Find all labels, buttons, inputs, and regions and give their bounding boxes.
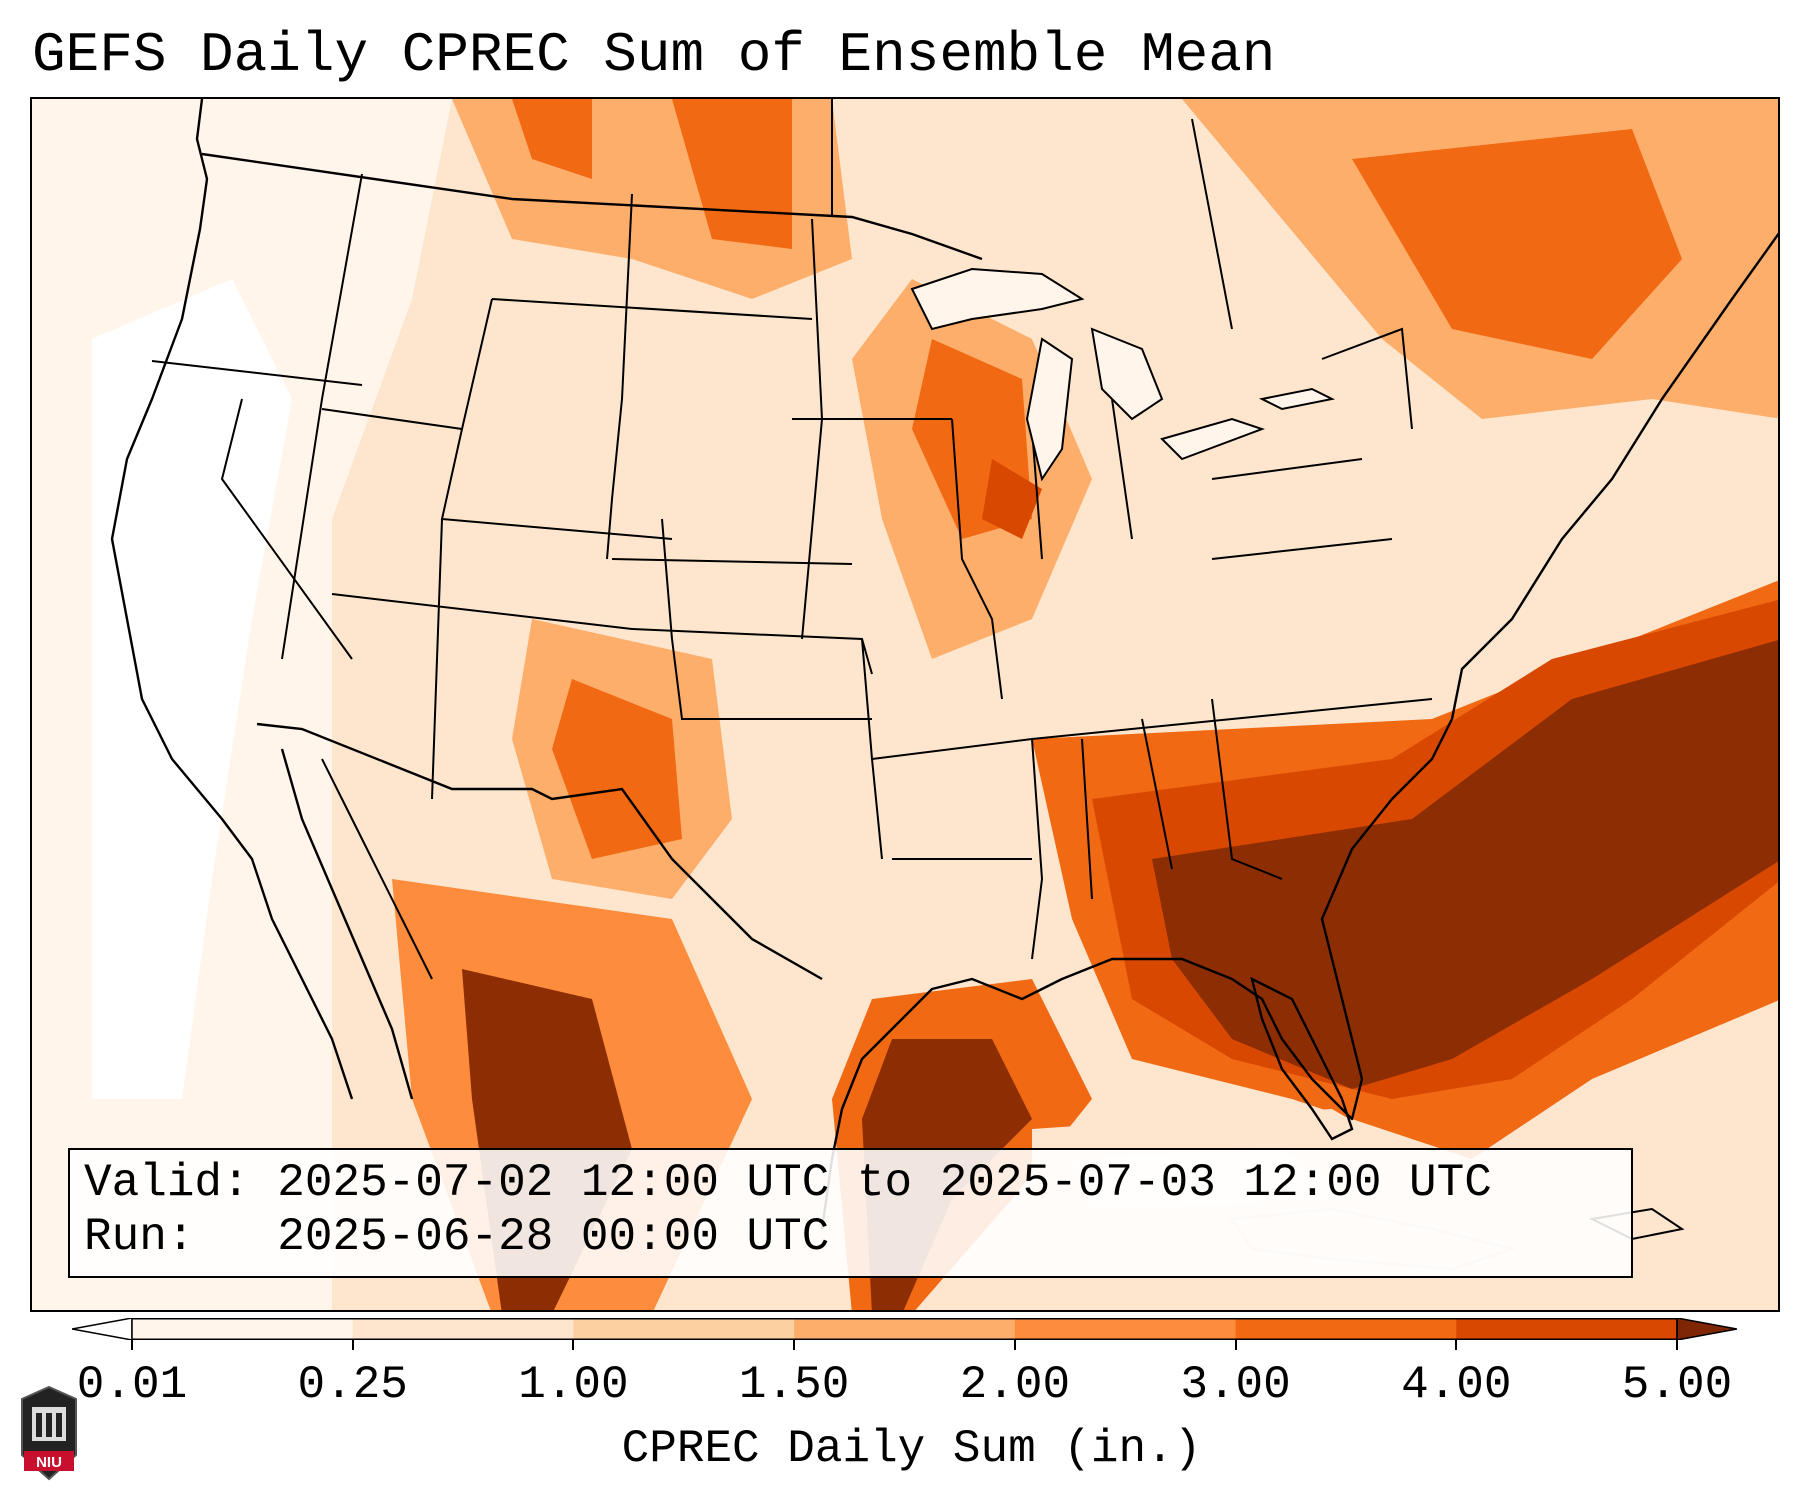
logo-text: NIU <box>36 1454 62 1471</box>
valid-row: Valid: 2025-07-02 12:00 UTC to 2025-07-0… <box>84 1156 1617 1210</box>
colorbar-tick <box>131 1340 133 1350</box>
colorbar-tick-label: 0.25 <box>297 1359 408 1411</box>
coastline-outline <box>110 99 1778 1230</box>
colorbar-under-triangle <box>72 1318 133 1340</box>
colorbar-tick-label: 4.00 <box>1401 1359 1512 1411</box>
precip-field <box>32 99 1778 1310</box>
colorbar-tick <box>1455 1340 1458 1350</box>
colorbar-tick <box>1676 1340 1678 1350</box>
state-lines <box>151 99 1433 960</box>
colorbar-over-triangle <box>1676 1318 1737 1340</box>
colorbar-segment <box>1014 1318 1237 1340</box>
colorbar-tick <box>351 1340 354 1350</box>
colorbar-tick-label: 3.00 <box>1180 1359 1291 1411</box>
colorbar-segment <box>352 1318 574 1340</box>
colorbar-tick-label: 0.01 <box>76 1359 188 1411</box>
colorbar-segment <box>1456 1318 1678 1340</box>
colorbar-tick-label: 1.50 <box>738 1359 850 1411</box>
colorbar-tick <box>1013 1340 1016 1350</box>
precipitation-map <box>30 97 1780 1312</box>
niu-logo: NIU <box>21 1385 77 1481</box>
great-lakes <box>910 267 1336 482</box>
colorbar-tick-label: 1.00 <box>518 1359 629 1411</box>
colorbar-segment <box>573 1318 795 1340</box>
mexico-border <box>256 722 823 981</box>
canada-border <box>201 152 983 261</box>
colorbar-tick-label: 2.00 <box>959 1359 1071 1411</box>
colorbar-segment <box>132 1318 354 1340</box>
colorbar-tick <box>572 1340 575 1350</box>
colorbar-segment <box>1235 1318 1457 1340</box>
colorbar-segment <box>794 1318 1016 1340</box>
run-value: 2025-06-28 00:00 UTC <box>277 1211 830 1263</box>
colorbar-frame <box>131 1318 1678 1340</box>
run-label: Run: <box>84 1211 195 1263</box>
validity-info-box: Valid: 2025-07-02 12:00 UTC to 2025-07-0… <box>68 1148 1633 1278</box>
colorbar-tick <box>793 1340 796 1350</box>
florida-outline <box>1250 976 1354 1141</box>
baja-outline <box>280 748 414 1100</box>
colorbar <box>72 1318 1737 1340</box>
colorbar-tick <box>1234 1340 1237 1350</box>
gulf-of-california <box>321 758 433 980</box>
valid-label: Valid: <box>84 1157 250 1209</box>
colorbar-tick-label: 5.00 <box>1621 1359 1733 1411</box>
valid-value: 2025-07-02 12:00 UTC to 2025-07-03 12:00… <box>277 1157 1492 1209</box>
run-row: Run: 2025-06-28 00:00 UTC <box>84 1210 1617 1264</box>
map-title: GEFS Daily CPREC Sum of Ensemble Mean <box>32 23 1276 87</box>
colorbar-label: CPREC Daily Sum (in.) <box>621 1423 1202 1475</box>
